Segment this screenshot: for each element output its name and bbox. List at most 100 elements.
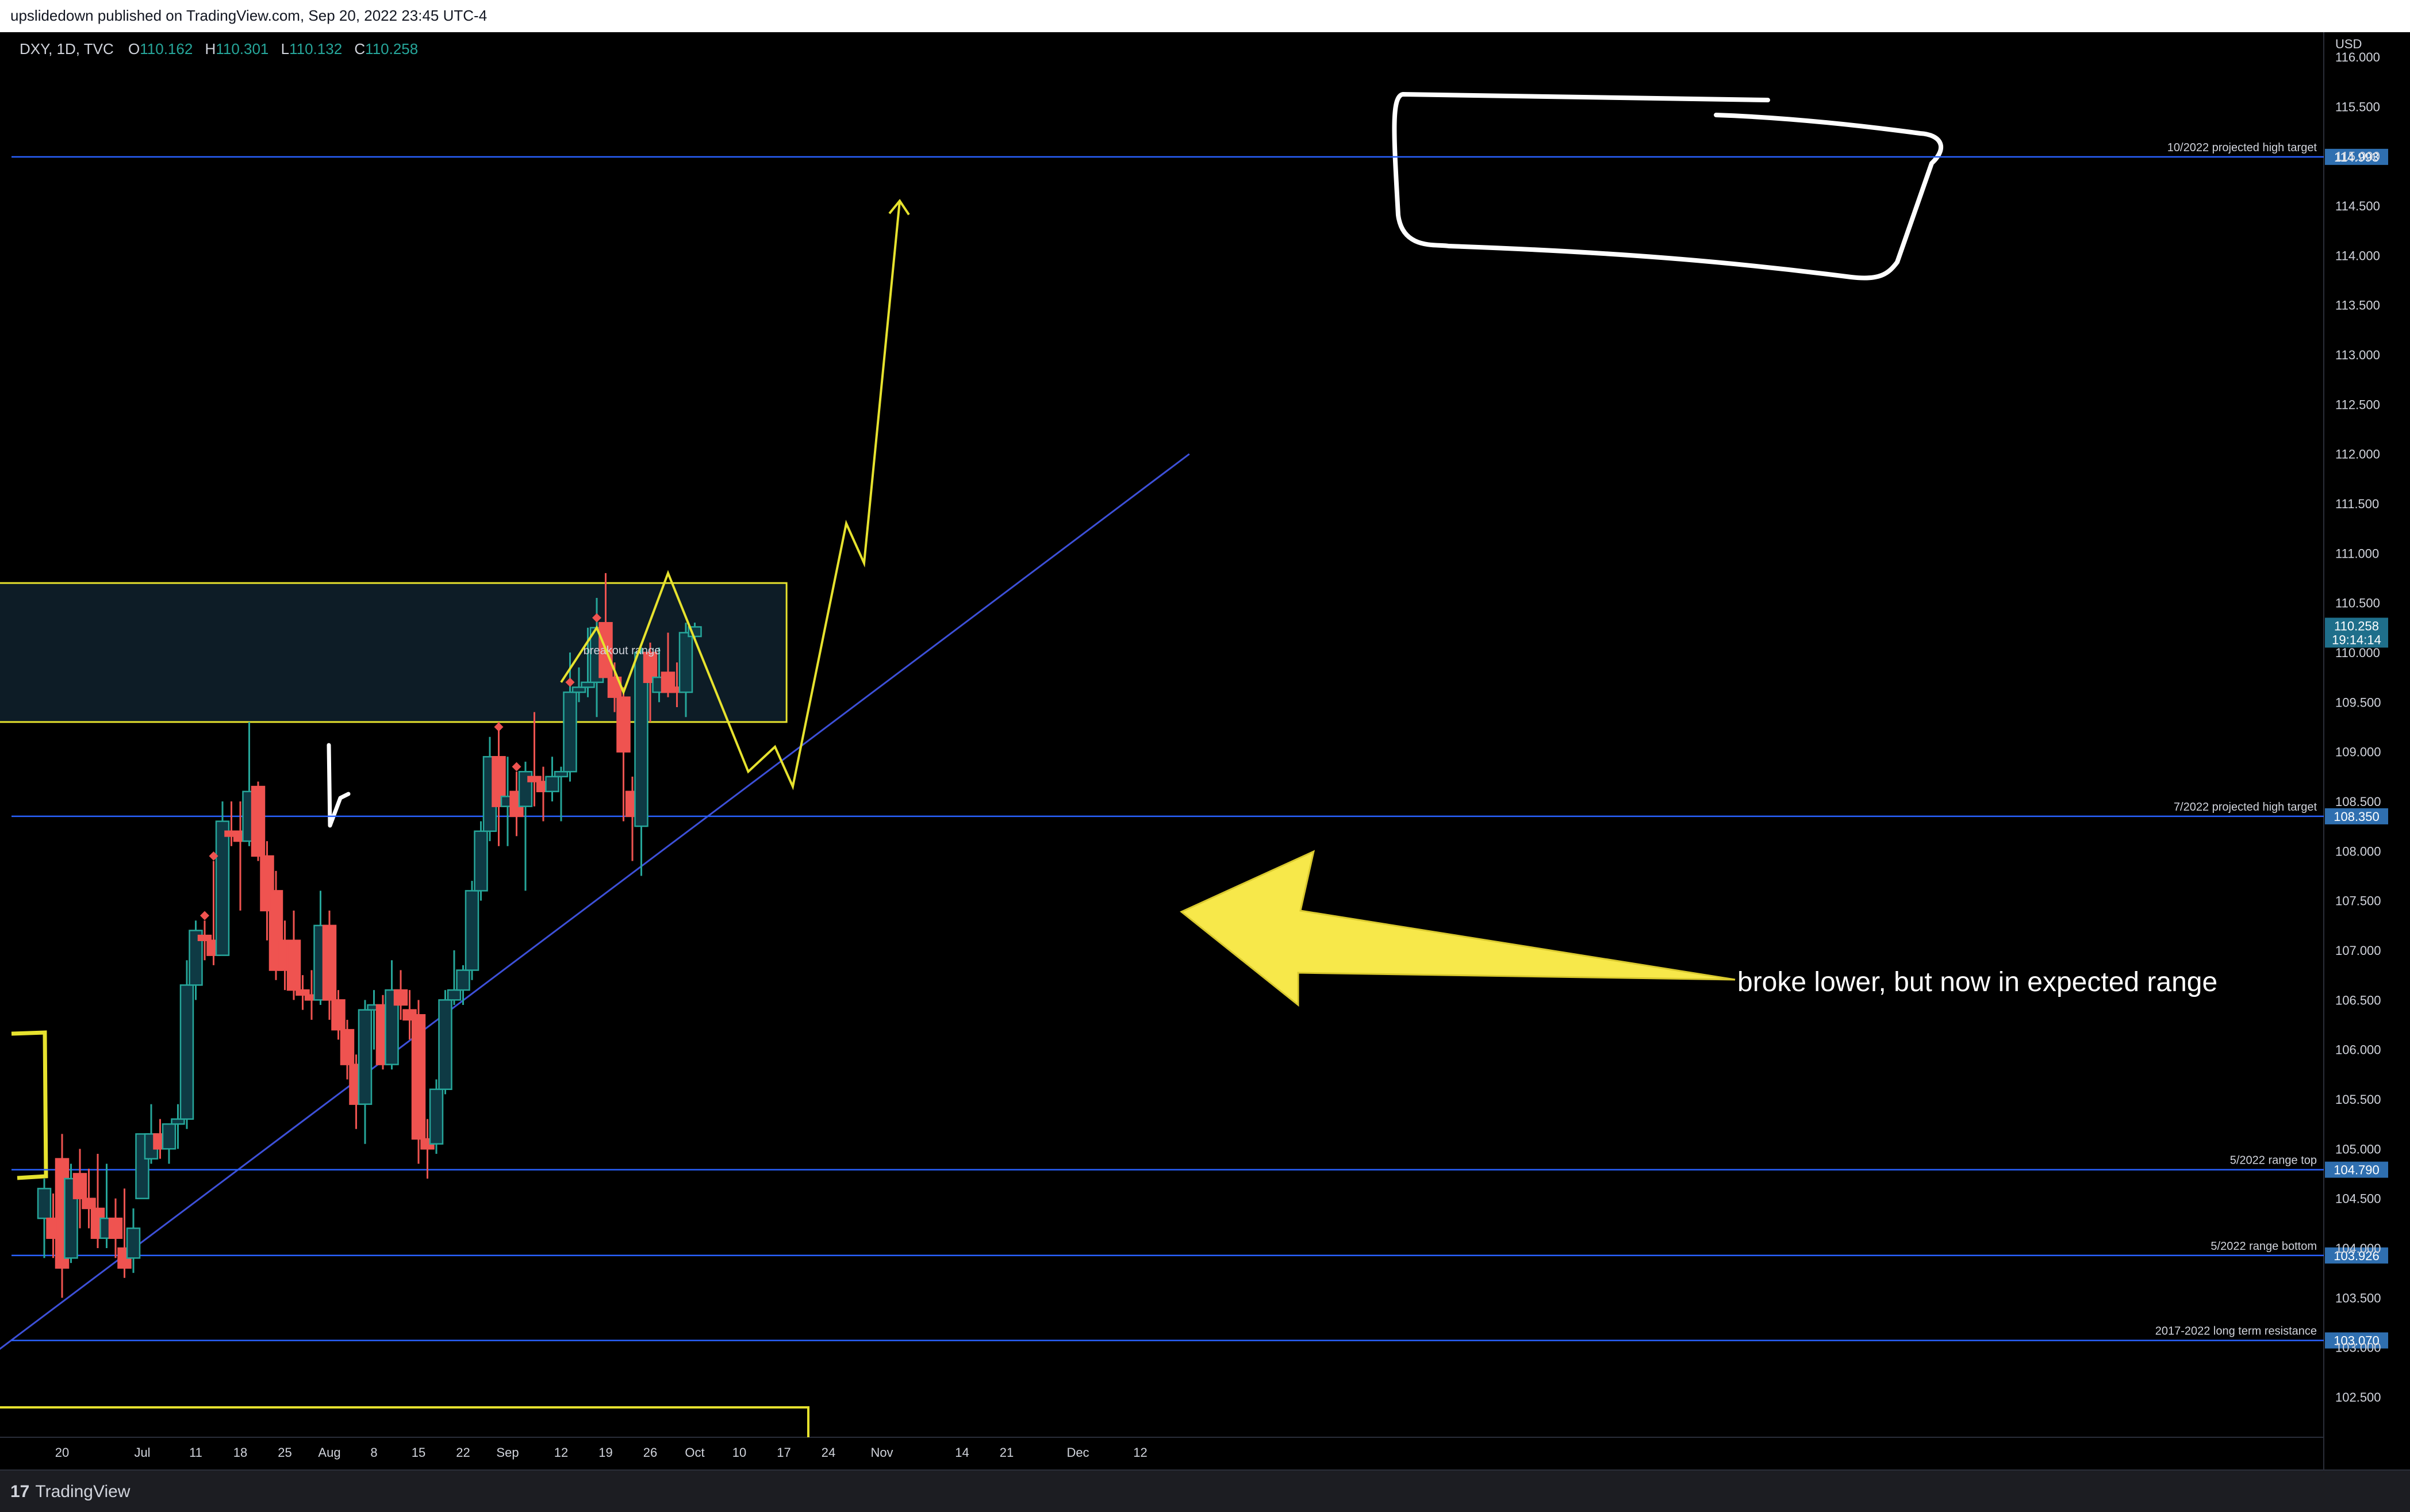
candle-body [37, 1188, 52, 1219]
target-zone-drawing [1392, 92, 1944, 281]
candle-body [296, 989, 310, 996]
candle-body [189, 930, 203, 986]
tradingview-logo[interactable]: 17 TradingView [10, 1482, 130, 1502]
swing-high-mark [327, 743, 351, 828]
price-tick-label: 105.000 [2335, 1142, 2381, 1156]
time-tick-label: 22 [456, 1445, 470, 1460]
level-label: 5/2022 range bottom [2211, 1240, 2317, 1253]
candle-body [72, 1173, 87, 1199]
footer-bar: 17 TradingView [0, 1469, 2410, 1512]
price-tick-label: 106.500 [2335, 993, 2381, 1007]
price-tick-label: 111.500 [2335, 497, 2379, 511]
candle-body [82, 1198, 96, 1210]
price-tick-label: 115.500 [2335, 99, 2380, 114]
candle-body [456, 969, 470, 991]
price-tick-label: 113.000 [2335, 348, 2380, 362]
candle-body [616, 696, 631, 753]
candle-body [545, 776, 559, 792]
level-price-tag [2325, 1332, 2388, 1349]
time-tick-label: 26 [643, 1445, 657, 1460]
tradingview-logo-icon: 17 [10, 1482, 30, 1501]
candle-body [286, 939, 301, 991]
legend-high-label: H [205, 40, 216, 57]
chart-legend: DXY, 1D, TVC O110.162 H110.301 L110.132 … [20, 40, 418, 57]
price-tick-label: 104.000 [2335, 1241, 2381, 1256]
prior-range-marker [11, 1030, 48, 1180]
candle-body [197, 934, 212, 941]
candle-body [251, 785, 266, 857]
legend-low-value: 110.132 [289, 40, 342, 57]
time-tick-label: 12 [1133, 1445, 1147, 1460]
legend-low-label: L [281, 40, 289, 57]
candle-body [474, 830, 488, 892]
candle-body [179, 984, 194, 1120]
level-price-value: 103.926 [2334, 1249, 2380, 1263]
candle-body [358, 1009, 373, 1105]
candle-body [393, 989, 408, 1006]
candle-body [447, 989, 462, 1001]
candle-body [411, 1014, 426, 1140]
candle-body [162, 1123, 176, 1150]
publish-header: upslidedown published on TradingView.com… [0, 0, 2410, 33]
candle-body [563, 691, 577, 773]
candle-body [554, 770, 569, 778]
chart-area[interactable]: DXY, 1D, TVC O110.162 H110.301 L110.132 … [0, 32, 2410, 1469]
candle-body [171, 1118, 185, 1125]
price-tick-label: 113.500 [2335, 298, 2380, 313]
projected-path-arrowhead [888, 199, 910, 216]
current-price-tag [2325, 617, 2388, 648]
price-tick-label: 114.000 [2335, 248, 2380, 263]
signal-diamond [565, 677, 575, 687]
time-tick-label: 14 [955, 1445, 969, 1460]
candlestick-chart[interactable]: DXY, 1D, TVC O110.162 H110.301 L110.132 … [0, 32, 2410, 1469]
candle-body [331, 999, 346, 1031]
candle-body [465, 890, 479, 971]
candle-body [492, 756, 506, 807]
time-tick-label: Oct [685, 1445, 704, 1460]
price-tick-label: 112.500 [2335, 397, 2380, 412]
candle-body [678, 632, 693, 693]
time-tick-label: 20 [55, 1445, 69, 1460]
time-tick-label: Nov [870, 1445, 893, 1460]
legend-symbol: DXY, 1D, TVC [20, 40, 114, 57]
price-tick-label: 107.500 [2335, 894, 2381, 908]
legend-close-value: 110.258 [365, 40, 418, 57]
level-price-tag [2325, 1161, 2388, 1178]
time-tick-label: Aug [318, 1445, 340, 1460]
level-label: 2017-2022 long term resistance [2155, 1325, 2317, 1338]
time-tick-label: 25 [278, 1445, 291, 1460]
price-tick-label: 115.000 [2335, 149, 2380, 164]
time-tick-label: 17 [777, 1445, 790, 1460]
candle-body [438, 999, 452, 1090]
signal-diamond [200, 911, 209, 920]
time-tick-label: 18 [233, 1445, 247, 1460]
breakout-range-label: breakout range [584, 644, 661, 657]
price-tick-label: 114.500 [2335, 199, 2380, 213]
time-tick-label: Sep [496, 1445, 519, 1460]
price-tick-label: 103.500 [2335, 1291, 2381, 1305]
candle-body [581, 681, 595, 688]
candle-body [634, 651, 648, 827]
legend-open-value: 110.162 [140, 40, 193, 57]
candle-body [527, 776, 542, 782]
level-label: 5/2022 range top [2230, 1154, 2317, 1167]
price-tick-label: 108.500 [2335, 795, 2381, 809]
price-tick-label: 110.000 [2335, 646, 2380, 660]
time-tick-label: 8 [370, 1445, 377, 1460]
signal-diamond [209, 851, 218, 861]
level-price-value: 103.070 [2334, 1334, 2380, 1348]
level-price-tag [2325, 1247, 2388, 1264]
time-tick-label: 21 [1000, 1445, 1014, 1460]
price-tick-label: 106.000 [2335, 1043, 2381, 1057]
price-tick-label: 116.000 [2335, 50, 2380, 64]
price-tick-label: 109.500 [2335, 695, 2381, 709]
level-label: 7/2022 projected high target [2174, 801, 2317, 813]
candle-body [322, 924, 337, 1001]
candle-body [571, 686, 586, 693]
annotation-arrow [1180, 850, 1736, 1007]
level-price-tag [2325, 148, 2388, 165]
price-tick-label: 104.500 [2335, 1192, 2381, 1206]
time-tick-label: 12 [554, 1445, 568, 1460]
candle-body [385, 989, 399, 1065]
time-tick-label: 24 [822, 1445, 835, 1460]
